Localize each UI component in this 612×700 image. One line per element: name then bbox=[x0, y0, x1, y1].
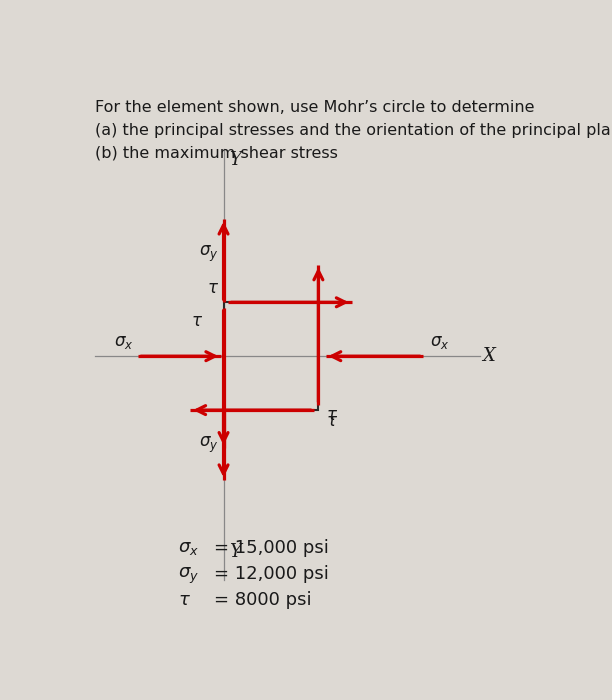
Text: $\tau$: $\tau$ bbox=[192, 313, 203, 330]
Text: X: X bbox=[482, 347, 495, 365]
Text: = 8000 psi: = 8000 psi bbox=[214, 592, 312, 609]
Text: = 15,000 psi: = 15,000 psi bbox=[214, 540, 329, 557]
Bar bbox=[223, 302, 318, 410]
Text: $\tau$: $\tau$ bbox=[207, 280, 219, 297]
Text: $\sigma_x$: $\sigma_x$ bbox=[179, 540, 200, 557]
Text: (a) the principal stresses and the orientation of the principal planes: (a) the principal stresses and the orien… bbox=[95, 122, 612, 138]
Text: (b) the maximum shear stress: (b) the maximum shear stress bbox=[95, 146, 338, 160]
Text: Y: Y bbox=[230, 151, 241, 169]
Text: = 12,000 psi: = 12,000 psi bbox=[214, 566, 329, 583]
Text: $\tau$: $\tau$ bbox=[326, 413, 338, 430]
Text: $\tau$: $\tau$ bbox=[179, 592, 192, 609]
Text: $\tau$: $\tau$ bbox=[326, 407, 338, 424]
Text: $\sigma_x$: $\sigma_x$ bbox=[114, 334, 133, 351]
Text: $\sigma_y$: $\sigma_y$ bbox=[200, 244, 219, 264]
Text: $\sigma_y$: $\sigma_y$ bbox=[200, 435, 219, 455]
Text: $\sigma_x$: $\sigma_x$ bbox=[430, 334, 449, 351]
Text: $\sigma_y$: $\sigma_y$ bbox=[179, 566, 200, 585]
Text: For the element shown, use Mohr’s circle to determine: For the element shown, use Mohr’s circle… bbox=[95, 100, 535, 116]
Text: Y: Y bbox=[230, 543, 241, 561]
